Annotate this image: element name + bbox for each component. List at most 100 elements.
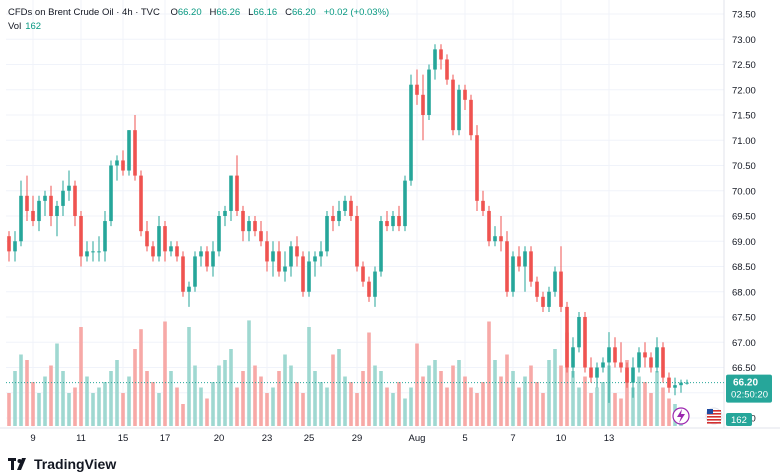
volume-bar xyxy=(145,371,149,426)
candle-body xyxy=(397,216,401,227)
volume-bar xyxy=(421,376,425,426)
tradingview-logo[interactable]: TradingView xyxy=(8,456,116,472)
volume-bar xyxy=(223,360,227,426)
volume-bar xyxy=(91,393,95,426)
volume-bar xyxy=(277,371,281,426)
candle-body xyxy=(457,89,461,131)
volume-bar xyxy=(667,398,671,426)
high-label: H xyxy=(209,7,217,18)
volume-bar xyxy=(283,354,287,426)
candle-body xyxy=(439,49,443,60)
candle-body xyxy=(301,256,305,292)
candle-body xyxy=(655,347,659,368)
price-tag-countdown: 02:50:20 xyxy=(731,390,768,401)
volume-bar xyxy=(571,371,575,426)
candle-body xyxy=(583,317,587,368)
volume-bar xyxy=(175,387,179,426)
volume-bar xyxy=(589,393,593,426)
y-tick-label: 67.00 xyxy=(732,338,756,349)
candle-body xyxy=(535,281,539,297)
candle-body xyxy=(37,200,41,222)
y-tick-label: 68.00 xyxy=(732,287,756,298)
volume-bar xyxy=(307,327,311,426)
candle-body xyxy=(637,352,641,368)
x-tick-label: 10 xyxy=(556,433,567,444)
y-tick-label: 71.00 xyxy=(732,136,756,147)
candle-body xyxy=(493,236,497,242)
x-tick-label: 17 xyxy=(160,433,171,444)
candle-body xyxy=(403,180,407,227)
candle-body xyxy=(415,84,419,95)
candle-body xyxy=(79,216,83,257)
candle-body xyxy=(451,79,455,131)
volume-bar xyxy=(385,387,389,426)
candle-body xyxy=(577,317,581,348)
volume-bar xyxy=(457,360,461,426)
candle-body xyxy=(631,367,635,383)
volume-bar xyxy=(595,387,599,426)
volume-bar xyxy=(415,343,419,426)
volume-bar xyxy=(463,376,467,426)
candle-body xyxy=(643,352,647,358)
candle-body xyxy=(505,241,509,292)
candle-body xyxy=(247,221,251,232)
y-tick-label: 67.50 xyxy=(732,313,756,324)
volume-bar xyxy=(31,382,35,426)
x-tick-label: 20 xyxy=(214,433,225,444)
x-tick-label: 25 xyxy=(304,433,315,444)
volume-bar xyxy=(529,365,533,426)
volume-bar xyxy=(49,365,53,426)
candle-body xyxy=(193,256,197,287)
candle-body xyxy=(217,216,221,252)
candle-body xyxy=(109,165,113,222)
volume-bar xyxy=(619,398,623,426)
candle-body xyxy=(679,382,683,386)
volume-bar xyxy=(451,365,455,426)
high-value: 66.26 xyxy=(216,7,241,18)
candle-body xyxy=(391,216,395,227)
volume-bar xyxy=(205,398,209,426)
volume-bar xyxy=(241,371,245,426)
volume-bar xyxy=(109,371,113,426)
volume-bar xyxy=(97,387,101,426)
change-value: +0.02 (+0.03%) xyxy=(323,7,390,18)
candle-body xyxy=(277,251,281,272)
volume-bar xyxy=(649,393,653,426)
candle-body xyxy=(115,160,119,166)
candle-body xyxy=(151,246,155,257)
volume-bar xyxy=(379,371,383,426)
price-tag-value: 66.20 xyxy=(733,378,758,389)
candle-body xyxy=(661,347,665,378)
candle-body xyxy=(253,221,257,232)
us-flag-stripe xyxy=(707,410,721,412)
volume-bar xyxy=(235,387,239,426)
y-tick-label: 73.00 xyxy=(732,35,756,46)
volume-bar xyxy=(181,404,185,426)
us-flag-canton xyxy=(707,409,713,414)
volume-tag xyxy=(726,413,752,426)
candle-body xyxy=(607,347,611,363)
candle-body xyxy=(127,130,131,171)
x-tick-label: 13 xyxy=(604,433,615,444)
volume-bar xyxy=(61,371,65,426)
candle-body xyxy=(385,221,389,227)
x-tick-label: 23 xyxy=(262,433,273,444)
symbol-title: CFDs on Brent Crude Oil · 4h · TVC xyxy=(8,7,160,18)
candle-body xyxy=(571,347,575,368)
x-tick-label: 9 xyxy=(30,433,35,444)
volume-bar xyxy=(361,371,365,426)
y-tick-label: 66.50 xyxy=(732,363,756,374)
candle-body xyxy=(619,362,623,368)
volume-bar xyxy=(517,387,521,426)
volume-bar xyxy=(565,332,569,426)
candle-body xyxy=(163,226,167,252)
volume-bar xyxy=(391,393,395,426)
volume-bar xyxy=(367,332,371,426)
volume-bar xyxy=(577,387,581,426)
volume-bar xyxy=(631,387,635,426)
volume-bar xyxy=(85,376,89,426)
x-tick-label: 5 xyxy=(462,433,467,444)
candle-body xyxy=(7,236,11,252)
